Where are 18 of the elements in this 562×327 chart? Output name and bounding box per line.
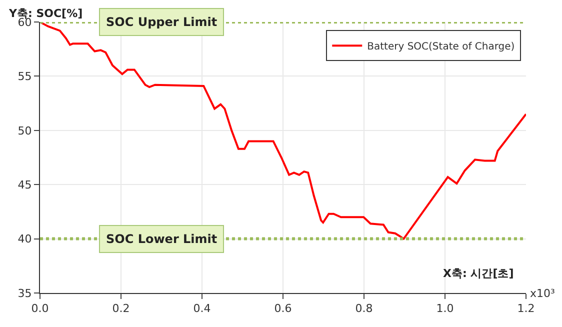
x-axis-title: X축: 시간[초] [443, 267, 514, 280]
x-tick-label: 0.0 [31, 302, 49, 316]
x-tick-label: 1.2 [517, 302, 535, 316]
y-tick-label: 50 [18, 124, 32, 138]
y-tick-label: 40 [18, 232, 32, 246]
x-tick-label: 0.2 [112, 302, 130, 316]
x-tick-label: 0.6 [274, 302, 292, 316]
x-tick-label: 0.8 [355, 302, 373, 316]
ref-line-label: SOC Upper Limit [106, 15, 218, 29]
y-tick-label: 55 [18, 70, 32, 84]
y-tick-label: 35 [18, 286, 32, 300]
y-axis-title: Y축: SOC[%] [8, 7, 83, 20]
y-tick-label: 45 [18, 178, 32, 192]
text: x10³ [530, 287, 555, 300]
ref-line-label: SOC Lower Limit [106, 232, 218, 246]
x-tick-label: 1.0 [436, 302, 454, 316]
x-tick-label: 0.4 [193, 302, 211, 316]
legend-label: Battery SOC(State of Charge) [367, 42, 515, 53]
